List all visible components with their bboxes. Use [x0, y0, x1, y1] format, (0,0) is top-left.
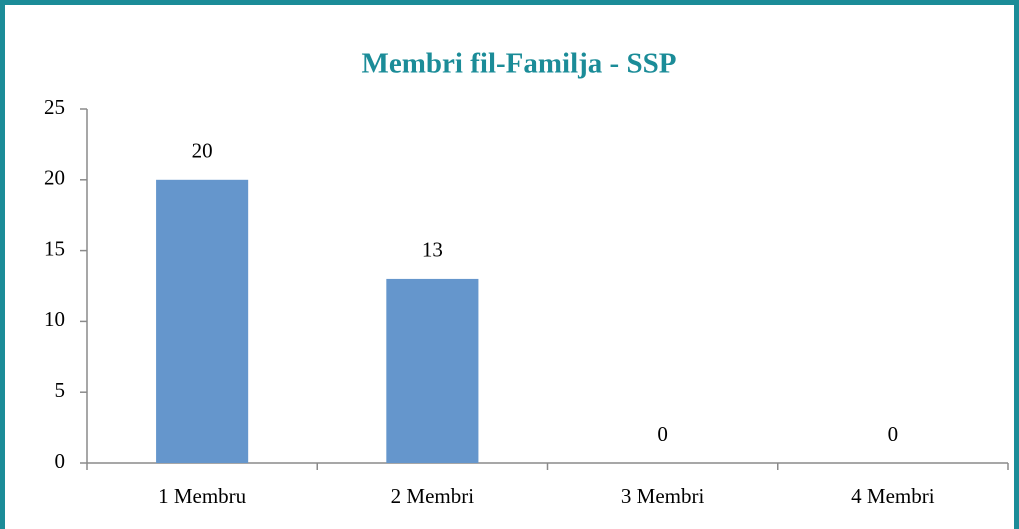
data-label: 13	[422, 238, 443, 262]
x-tick-label: 1 Membru	[158, 484, 247, 508]
x-tick-label: 3 Membri	[621, 484, 705, 508]
y-tick-label: 20	[44, 166, 65, 190]
y-tick-label: 10	[44, 307, 65, 331]
bar	[156, 179, 249, 464]
y-tick-label: 5	[55, 378, 66, 402]
y-tick-label: 25	[44, 95, 65, 119]
x-tick-label: 2 Membri	[391, 484, 475, 508]
y-tick-label: 0	[55, 449, 66, 473]
y-tick-label: 15	[44, 236, 65, 260]
chart-title: Membri fil-Familja - SSP	[362, 48, 677, 80]
bar	[386, 278, 479, 463]
x-tick-label: 4 Membri	[851, 484, 935, 508]
data-label: 20	[192, 139, 213, 163]
data-label: 0	[888, 422, 899, 446]
data-label: 0	[657, 422, 668, 446]
